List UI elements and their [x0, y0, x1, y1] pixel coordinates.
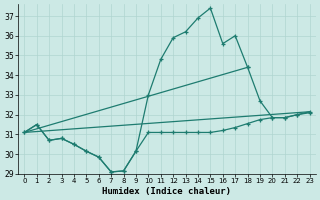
- X-axis label: Humidex (Indice chaleur): Humidex (Indice chaleur): [102, 187, 231, 196]
